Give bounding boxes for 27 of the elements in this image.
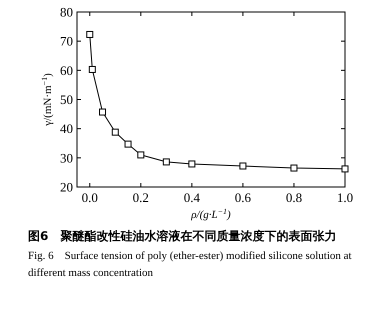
y-tick-label: 50 bbox=[60, 92, 73, 107]
x-tick-label: 0.8 bbox=[286, 190, 302, 205]
x-axis-title: ρ/(g·L$^{−1}$) bbox=[190, 206, 232, 221]
y-tick-label: 70 bbox=[60, 34, 73, 49]
x-tick-label: 0.6 bbox=[234, 190, 252, 205]
point bbox=[88, 66, 96, 73]
point bbox=[112, 128, 119, 136]
x-tick-label: 0.4 bbox=[184, 190, 200, 205]
point bbox=[137, 151, 144, 158]
x-tick-label: 0.2 bbox=[132, 190, 149, 205]
text: 图6 聚醚酯改性硅油水溶液在不同质量浓度下的表面张力 bbox=[27, 228, 338, 245]
point bbox=[342, 165, 348, 172]
point bbox=[162, 158, 170, 166]
point bbox=[124, 140, 132, 148]
y-tick-label: 60 bbox=[60, 62, 73, 78]
y-tick-label: 80 bbox=[60, 4, 73, 20]
point bbox=[99, 108, 106, 116]
y-tick-label: 40 bbox=[60, 121, 73, 136]
text: Fig. 6 Surface tension of poly (ether-ester) modified silicone solution at different mass concentration bbox=[27, 249, 353, 281]
y-tick-label: 20 bbox=[60, 180, 73, 194]
x-tick-label: 1.0 bbox=[336, 190, 354, 205]
point bbox=[290, 164, 298, 172]
y-tick-label: 30 bbox=[60, 150, 73, 166]
point bbox=[86, 30, 94, 38]
point bbox=[188, 160, 196, 168]
point bbox=[239, 162, 246, 170]
x-tick-label: 0.0 bbox=[82, 190, 98, 205]
